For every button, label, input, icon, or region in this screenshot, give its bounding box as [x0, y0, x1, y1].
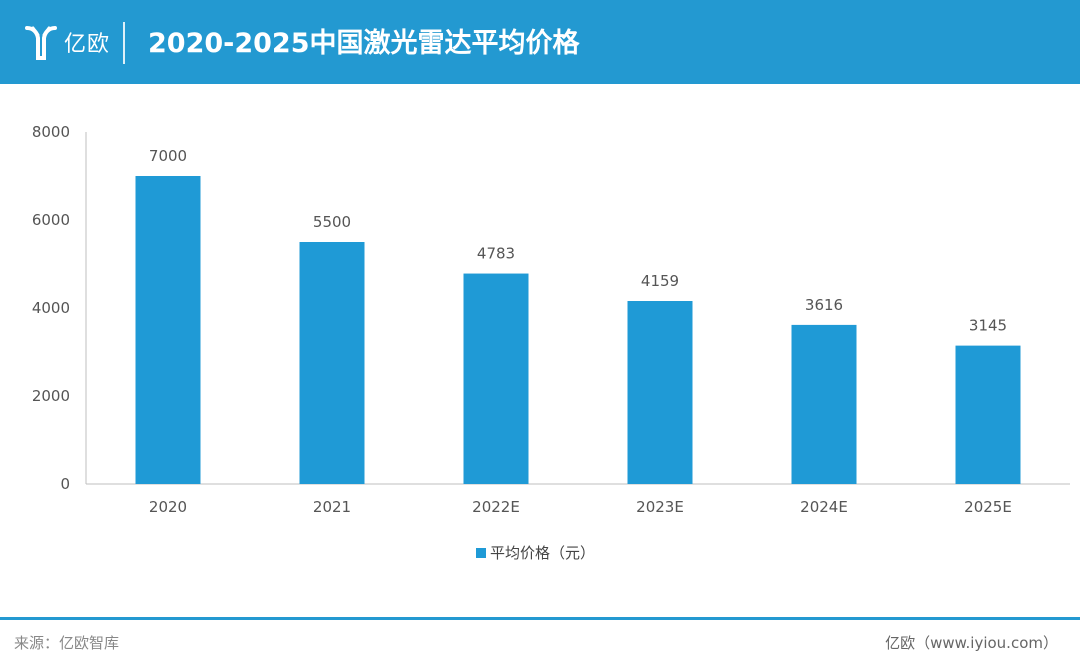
logo: 亿欧 — [24, 20, 110, 64]
data-label: 7000 — [149, 147, 187, 165]
x-tick-label: 2022E — [472, 498, 520, 516]
bar-chart: 0 2000 4000 6000 8000 7000 2020 5500 2021 4783 202… — [32, 123, 1070, 562]
x-tick-label: 2024E — [800, 498, 848, 516]
bar — [955, 345, 1021, 484]
x-tick-label: 2023E — [636, 498, 684, 516]
bar — [627, 301, 693, 484]
legend-label: 平均价格（元） — [490, 544, 595, 562]
x-tick-label: 2020 — [149, 498, 187, 516]
legend-swatch — [476, 548, 486, 558]
x-tick-label: 2025E — [964, 498, 1012, 516]
data-label: 3616 — [805, 296, 843, 314]
source-text: 来源：亿欧智库 — [14, 634, 120, 652]
bar — [791, 324, 857, 484]
y-tick-label: 2000 — [32, 387, 70, 405]
y-tick-label: 0 — [60, 475, 70, 493]
data-label: 5500 — [313, 213, 351, 231]
bar — [135, 176, 201, 484]
data-label: 4783 — [477, 245, 515, 263]
footer-divider — [0, 617, 1080, 620]
data-label: 4159 — [641, 272, 679, 290]
bar — [299, 242, 365, 484]
header-divider — [123, 22, 125, 64]
y-tick-label: 4000 — [32, 299, 70, 317]
bar — [463, 273, 529, 484]
header-banner: 亿欧 2020-2025中国激光雷达平均价格 — [0, 0, 1080, 84]
y-tick-label: 8000 — [32, 123, 70, 141]
y-tick-label: 6000 — [32, 211, 70, 229]
chart-title: 2020-2025中国激光雷达平均价格 — [148, 28, 580, 59]
yiou-logo-icon — [25, 26, 57, 60]
data-label: 3145 — [969, 317, 1007, 335]
logo-text: 亿欧 — [64, 32, 111, 57]
credit-text: 亿欧（www.iyiou.com） — [885, 634, 1058, 652]
x-tick-label: 2021 — [313, 498, 351, 516]
